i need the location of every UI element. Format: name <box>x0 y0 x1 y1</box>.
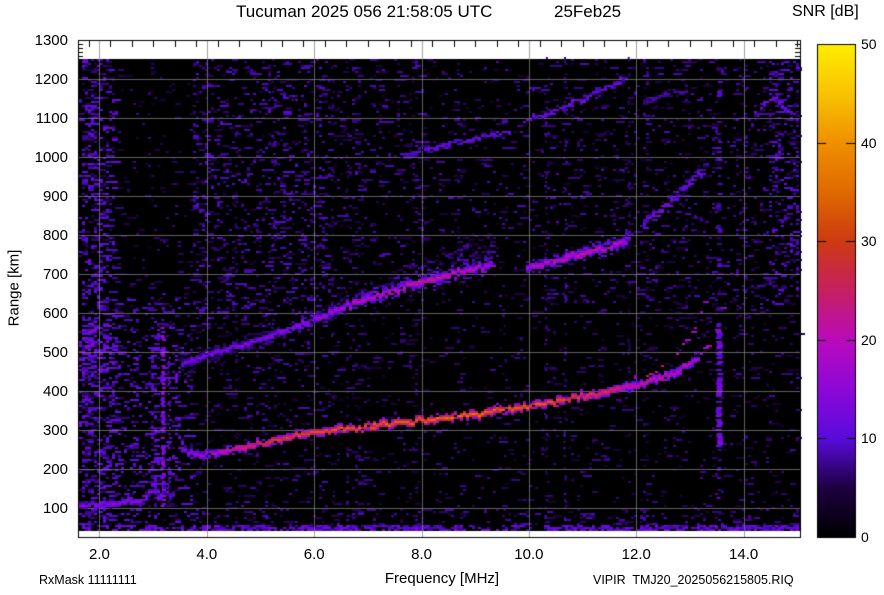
colorbar-title: SNR [dB] <box>792 3 859 20</box>
y-tick-label: 600 <box>42 304 68 322</box>
colorbar-tick-label: 40 <box>861 134 877 151</box>
y-tick-label: 500 <box>42 343 68 361</box>
colorbar-tick-label: 0 <box>861 529 869 545</box>
colorbar-tick-label: 50 <box>861 36 877 52</box>
data-file-label: VIPIR TMJ20_2025056215805.RIQ <box>593 573 794 587</box>
page-title: Tucuman 2025 056 21:58:05 UTC <box>236 2 493 21</box>
y-tick-label: 1200 <box>34 70 68 88</box>
y-tick-label: 700 <box>42 265 68 283</box>
y-tick-label: 100 <box>42 499 68 517</box>
x-tick-label: 2.0 <box>89 546 110 563</box>
colorbar-tick-label: 20 <box>861 331 877 348</box>
x-tick-label: 10.0 <box>514 546 544 563</box>
y-tick-label: 800 <box>42 226 68 244</box>
page-title-date: 25Feb25 <box>554 2 622 21</box>
x-tick-label: 12.0 <box>621 546 651 563</box>
rxmask-label: RxMask 11111111 <box>39 573 137 587</box>
y-tick-label: 300 <box>42 421 68 439</box>
x-tick-label: 14.0 <box>729 546 759 563</box>
y-tick-label: 900 <box>42 187 68 205</box>
colorbar-tick-label: 10 <box>861 430 877 447</box>
y-tick-label: 1100 <box>35 109 68 127</box>
y-tick-label: 1000 <box>34 148 68 166</box>
colorbar-tick-label: 30 <box>861 233 877 250</box>
x-tick-label: 8.0 <box>411 546 432 563</box>
y-axis-title: Range [km] <box>5 249 23 327</box>
y-tick-label: 400 <box>42 382 68 400</box>
y-tick-label: 200 <box>42 460 68 478</box>
x-tick-label: 6.0 <box>303 546 325 563</box>
x-tick-label: 4.0 <box>196 546 218 563</box>
x-axis-title: Frequency [MHz] <box>384 570 500 587</box>
y-tick-label: 1300 <box>34 32 68 49</box>
